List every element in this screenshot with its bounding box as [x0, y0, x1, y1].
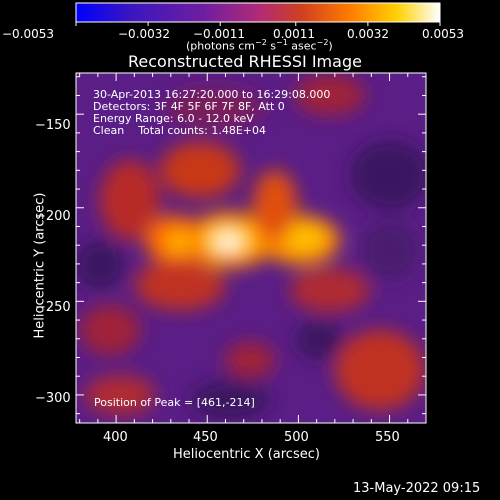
y-axis-title: Heliocentric Y (arcsec) — [32, 192, 48, 339]
y-tick-label-neg250: −250 — [35, 300, 71, 315]
chart-title: Reconstructed RHESSI Image — [128, 52, 362, 71]
x-axis-title: Heliocentric X (arcsec) — [173, 447, 320, 462]
colorbar-tick-label-1: −0.0032 — [118, 27, 171, 41]
annotation-clean-counts: Clean Total counts: 1.48E+04 — [93, 124, 267, 137]
colorbar-tick-label-3: 0.0011 — [273, 27, 315, 41]
annotation-energy-range: Energy Range: 6.0 - 12.0 keV — [93, 112, 254, 125]
annotation-time-range: 30-Apr-2013 16:27:20.000 to 16:29:08.000 — [93, 88, 331, 101]
colorbar-tick-label-2: −0.0011 — [193, 27, 246, 41]
x-tick-label-400: 400 — [103, 430, 128, 445]
plot-frame — [75, 72, 427, 424]
colorbar-tick-label-4: 0.0032 — [347, 27, 389, 41]
peak-position-label: Position of Peak = [461,-214] — [94, 396, 255, 409]
colorbar-tick-label-0: −0.0053 — [2, 27, 55, 41]
x-tick-label-550: 550 — [375, 430, 400, 445]
annotation-detectors: Detectors: 3F 4F 5F 6F 7F 8F, Att 0 — [93, 100, 285, 113]
footer-timestamp: 13-May-2022 09:15 — [353, 481, 481, 496]
y-tick-label-neg200: −200 — [35, 209, 71, 224]
axis-ticks — [76, 73, 427, 423]
colorbar-gradient — [75, 2, 441, 23]
colorbar-units: (photons cm−2 s−1 asec−2) — [186, 38, 333, 53]
x-tick-label-450: 450 — [193, 430, 218, 445]
colorbar-ticks — [75, 22, 441, 26]
x-tick-label-500: 500 — [284, 430, 309, 445]
heatmap-intensity — [76, 75, 426, 420]
y-tick-label-neg300: −300 — [35, 391, 71, 406]
y-tick-label-neg150: −150 — [35, 118, 71, 133]
colorbar — [75, 2, 441, 26]
colorbar-tick-label-5: 0.0053 — [422, 27, 464, 41]
